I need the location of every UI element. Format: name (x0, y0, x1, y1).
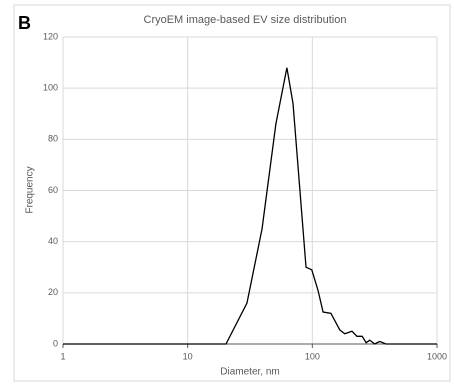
y-tick-label: 80 (48, 134, 58, 144)
y-tick-label: 120 (43, 31, 58, 41)
x-tick-label: 100 (305, 351, 320, 361)
y-tick-label: 100 (43, 83, 58, 93)
chart: B CryoEM image-based EV size distributio… (0, 0, 454, 384)
y-tick-label: 20 (48, 287, 58, 297)
chart-frame (14, 5, 450, 381)
x-tick-label: 1 (60, 351, 65, 361)
y-tick-label: 60 (48, 185, 58, 195)
y-tick-label: 0 (53, 338, 58, 348)
y-tick-label: 40 (48, 236, 58, 246)
panel-label: B (18, 13, 31, 33)
x-tick-label: 10 (183, 351, 193, 361)
x-axis-label: Diameter, nm (220, 367, 279, 378)
y-axis-label: Frequency (25, 166, 36, 213)
x-tick-label: 1000 (427, 351, 447, 361)
chart-title: CryoEM image-based EV size distribution (144, 14, 347, 26)
